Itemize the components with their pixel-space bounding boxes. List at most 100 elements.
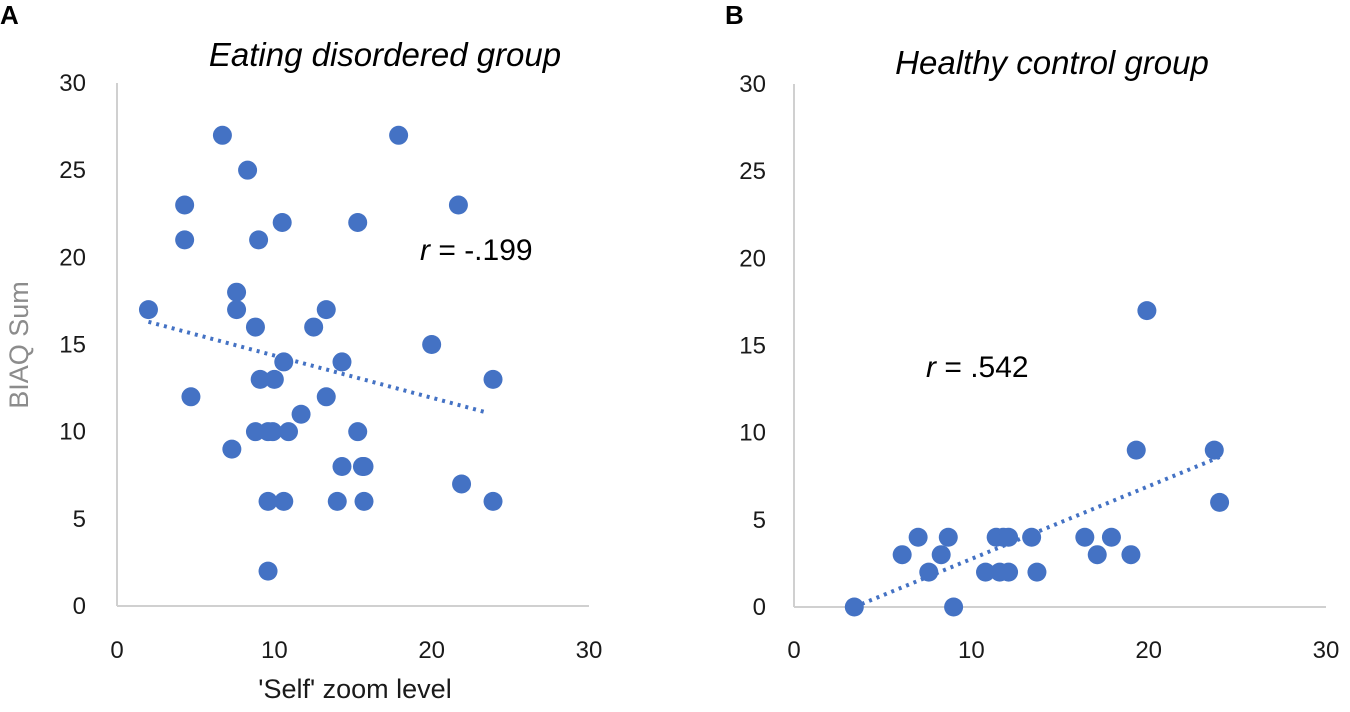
data-point-a (212, 125, 232, 145)
data-point-a (304, 317, 324, 337)
data-points-b (844, 301, 1230, 617)
chart-title-a: Eating disordered group (209, 36, 561, 73)
data-point-b (908, 527, 928, 547)
data-point-a (332, 457, 352, 477)
y-tick-label-a: 5 (73, 506, 86, 533)
y-tick-label-a: 30 (59, 70, 86, 97)
data-point-a (316, 387, 336, 407)
data-point-a (258, 491, 278, 511)
y-tick-label-a: 0 (73, 593, 86, 620)
data-point-a (448, 195, 468, 215)
panel-a: A Eating disordered group 0 5 10 15 20 25 30 0… (0, 0, 602, 704)
x-tick-label-b: 10 (958, 637, 985, 664)
data-point-b (1027, 562, 1047, 582)
x-tick-labels-a: 0 10 20 30 (110, 637, 602, 664)
data-point-b (931, 545, 951, 565)
data-point-a (272, 212, 292, 232)
data-point-a (452, 474, 472, 494)
y-tick-label-b: 0 (753, 594, 766, 621)
x-tick-label-b: 0 (787, 637, 800, 664)
correlation-annotation-a: r = -.199 (420, 234, 533, 267)
r-value-b: = .542 (936, 351, 1029, 384)
r-symbol-a: r (420, 234, 431, 267)
data-point-a (327, 491, 347, 511)
data-point-a (422, 335, 442, 354)
data-point-a (138, 300, 158, 320)
data-point-a (274, 352, 294, 372)
y-tick-label-b: 15 (739, 333, 766, 360)
x-tick-label-b: 20 (1135, 637, 1162, 664)
data-point-a (483, 491, 503, 511)
panel-label-a: A (0, 0, 19, 30)
y-tick-label-a: 20 (59, 244, 86, 271)
y-axis-title-a: BIAQ Sum (4, 281, 34, 409)
x-tick-label-b: 30 (1313, 637, 1340, 664)
data-point-a (175, 230, 195, 250)
data-point-b (944, 597, 964, 617)
data-point-a (348, 212, 368, 232)
data-point-a (227, 282, 247, 302)
data-point-b (892, 545, 912, 565)
r-symbol-b: r (926, 351, 937, 384)
data-point-b (1101, 527, 1121, 547)
data-point-a (354, 457, 374, 477)
data-points-a (138, 125, 503, 581)
data-point-a (263, 422, 283, 442)
data-point-a (250, 369, 270, 389)
data-point-b (1022, 527, 1042, 547)
data-point-b (999, 562, 1019, 582)
y-tick-label-a: 25 (59, 157, 86, 184)
data-point-a (175, 195, 195, 215)
data-point-b (1126, 440, 1146, 460)
data-point-a (258, 561, 278, 581)
data-point-a (222, 439, 242, 459)
data-point-b (1210, 492, 1230, 512)
data-point-a (291, 404, 311, 424)
x-axis-title-a: 'Self' zoom level (258, 674, 451, 704)
data-point-b (844, 597, 864, 617)
data-point-a (278, 422, 298, 442)
x-tick-label-a: 30 (576, 637, 603, 664)
chart-title-b: Healthy control group (895, 44, 1209, 81)
data-point-b (1075, 527, 1095, 547)
y-tick-label-b: 10 (739, 420, 766, 447)
data-point-a (332, 352, 352, 372)
trendline-b (853, 455, 1221, 609)
x-tick-label-a: 10 (261, 637, 288, 664)
data-point-a (348, 422, 368, 442)
data-point-a (227, 300, 247, 320)
y-tick-label-b: 5 (753, 507, 766, 534)
data-point-b (1087, 545, 1107, 565)
data-point-a (238, 160, 258, 180)
data-point-b (976, 562, 996, 582)
data-point-a (483, 369, 503, 389)
y-tick-labels-b: 0 5 10 15 20 25 30 (739, 71, 766, 621)
panel-b: B Healthy control group 0 5 10 15 20 25 30 0 10… (725, 0, 1339, 664)
r-value-a: = -.199 (430, 234, 533, 267)
data-point-b (1121, 545, 1141, 565)
data-point-a (249, 230, 269, 250)
y-tick-label-b: 20 (739, 245, 766, 272)
x-tick-label-a: 20 (418, 637, 445, 664)
trendline-a (147, 319, 488, 415)
data-point-a (274, 491, 294, 511)
data-point-a (264, 369, 284, 389)
data-point-a (181, 387, 201, 407)
x-tick-labels-b: 0 10 20 30 (787, 637, 1339, 664)
x-tick-label-a: 0 (110, 637, 123, 664)
data-point-b (1137, 301, 1157, 321)
data-point-b (938, 527, 958, 547)
y-tick-label-a: 10 (59, 419, 86, 446)
data-point-b (1204, 440, 1224, 460)
data-point-a (316, 300, 336, 320)
y-tick-label-b: 25 (739, 158, 766, 185)
correlation-annotation-b: r = .542 (926, 351, 1029, 384)
data-point-b (999, 527, 1019, 547)
data-point-a (389, 125, 409, 145)
data-point-a (245, 317, 265, 337)
data-point-a (354, 491, 374, 511)
data-point-b (919, 562, 939, 582)
y-tick-label-a: 15 (59, 332, 86, 359)
y-tick-label-b: 30 (739, 71, 766, 98)
